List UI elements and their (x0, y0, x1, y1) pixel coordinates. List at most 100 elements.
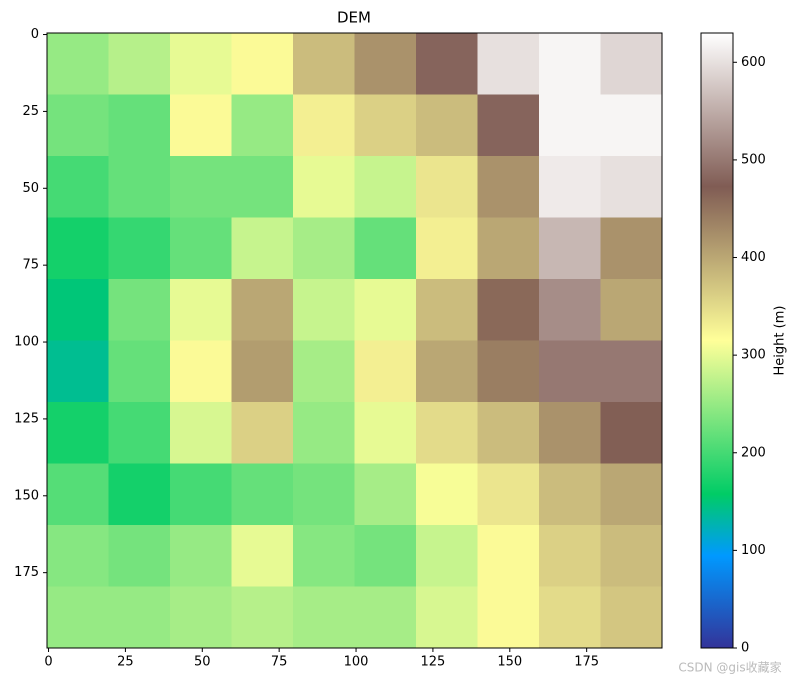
colorbar-tick-label: 400 (741, 250, 766, 265)
chart-title: DEM (337, 9, 371, 27)
heat-cell (231, 586, 294, 649)
y-tick-label: 175 (14, 565, 39, 580)
heat-cell (416, 402, 478, 464)
heat-cell (600, 340, 663, 403)
heat-cell (477, 340, 540, 403)
heat-cell (600, 33, 663, 95)
heat-cell (47, 463, 109, 526)
heat-cell (293, 463, 355, 526)
heat-cell (600, 279, 663, 341)
heat-cell (170, 463, 232, 526)
heat-cell (539, 463, 601, 526)
heat-cell (47, 217, 109, 280)
heat-cell (108, 586, 171, 649)
heat-cell (170, 279, 232, 341)
heat-cell (600, 525, 663, 587)
heat-cell (416, 463, 478, 526)
y-tick-label: 0 (31, 27, 39, 42)
heat-cell (293, 279, 355, 341)
heat-cell (416, 279, 478, 341)
heat-cell (539, 33, 601, 95)
heat-cell (108, 463, 171, 526)
heat-cell (354, 586, 417, 649)
heat-cell (47, 402, 109, 464)
x-tick-label: 175 (574, 655, 599, 670)
y-tick-label: 50 (22, 181, 39, 196)
heat-cell (600, 94, 663, 157)
heat-cell (477, 402, 540, 464)
heat-cell (231, 33, 294, 95)
x-tick-label: 125 (420, 655, 445, 670)
heat-cell (293, 33, 355, 95)
heat-cell (354, 402, 417, 464)
colorbar-tick-label: 300 (741, 348, 766, 363)
heat-cell (108, 402, 171, 464)
heat-cell (231, 463, 294, 526)
heat-cell (600, 156, 663, 218)
heat-cell (600, 586, 663, 649)
heat-cell (231, 340, 294, 403)
heat-cell (293, 156, 355, 218)
heat-cell (108, 156, 171, 218)
heat-cell (477, 586, 540, 649)
heat-cell (47, 340, 109, 403)
heat-cell (108, 340, 171, 403)
heat-cell (354, 33, 417, 95)
heat-cell (170, 402, 232, 464)
heat-cell (477, 94, 540, 157)
heat-cell (416, 586, 478, 649)
heat-cell (293, 340, 355, 403)
heat-cell (354, 525, 417, 587)
heat-cell (47, 586, 109, 649)
heat-cell (354, 156, 417, 218)
heat-cell (170, 156, 232, 218)
heat-cell (108, 33, 171, 95)
y-tick-label: 25 (22, 104, 39, 119)
heat-cell (231, 402, 294, 464)
heat-cell (231, 525, 294, 587)
heat-cell (293, 586, 355, 649)
heat-cell (477, 156, 540, 218)
heat-cell (293, 94, 355, 157)
heat-cell (477, 217, 540, 280)
heat-cell (539, 94, 601, 157)
heat-cell (477, 279, 540, 341)
heat-cell (539, 340, 601, 403)
heat-cell (600, 463, 663, 526)
heat-cell (293, 217, 355, 280)
heat-cell (416, 525, 478, 587)
heat-cell (47, 525, 109, 587)
colorbar-tick-label: 600 (741, 55, 766, 70)
colorbar-tick-label: 200 (741, 445, 766, 460)
heat-cell (539, 586, 601, 649)
heat-cell (539, 402, 601, 464)
heat-cell (47, 33, 109, 95)
heat-cell (47, 156, 109, 218)
heat-cell (354, 340, 417, 403)
heat-cell (231, 217, 294, 280)
heat-cell (108, 217, 171, 280)
heat-cell (416, 156, 478, 218)
heat-cell (293, 525, 355, 587)
heat-cell (539, 156, 601, 218)
heat-cell (108, 94, 171, 157)
heat-cell (600, 402, 663, 464)
colorbar-tick-label: 100 (741, 543, 766, 558)
colorbar-label: Height (m) (773, 306, 788, 376)
x-tick-label: 100 (344, 655, 369, 670)
heat-cell (170, 586, 232, 649)
heat-cell (354, 279, 417, 341)
heat-cell (600, 217, 663, 280)
x-tick-label: 0 (44, 655, 52, 670)
heat-cell (354, 217, 417, 280)
x-tick-label: 50 (194, 655, 211, 670)
heat-cell (170, 525, 232, 587)
heat-cell (539, 525, 601, 587)
heat-cell (47, 279, 109, 341)
heat-cell (170, 33, 232, 95)
heat-cell (108, 525, 171, 587)
heatmap (47, 33, 663, 649)
heat-cell (293, 402, 355, 464)
